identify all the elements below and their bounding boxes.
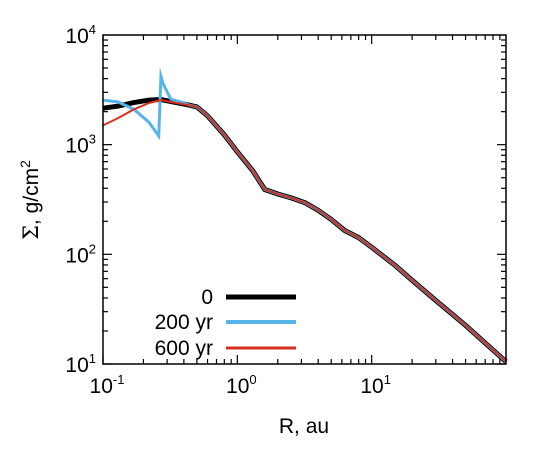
x-axis-label: R, au [279, 415, 329, 438]
y-tick-label: 101 [65, 351, 96, 377]
plot-frame [102, 34, 507, 365]
x-tick-label: 100 [226, 372, 257, 398]
series-layer [102, 66, 508, 364]
x-tick-label: 10-1 [90, 372, 125, 398]
tick-label-exponent: 1 [89, 351, 96, 366]
tick-label-exponent: 1 [384, 372, 391, 387]
tick-label-base: 10 [65, 244, 88, 267]
y-axis-sup: 2 [17, 160, 33, 168]
y-tick-label: 104 [65, 22, 96, 48]
y-tick-label: 102 [65, 241, 96, 267]
tick-label-base: 10 [65, 354, 88, 377]
tick-label-base: 10 [90, 375, 113, 398]
tick-label-exponent: 0 [249, 372, 256, 387]
tick-label-exponent: 4 [89, 22, 96, 37]
legend-label: 0 [201, 286, 213, 309]
series-line-2 [102, 99, 507, 363]
tick-label-exponent: 2 [89, 241, 96, 256]
x-tick-label: 101 [360, 372, 391, 398]
y-axis-label: Σ, g/cm2 [17, 160, 43, 240]
tick-label-exponent: -1 [113, 372, 125, 387]
legend-label: 200 yr [155, 311, 213, 334]
y-axis-symbol: Σ [19, 225, 43, 240]
legend-label: 600 yr [155, 337, 213, 360]
tick-label-base: 10 [360, 375, 383, 398]
tick-label-exponent: 3 [89, 132, 96, 147]
tick-label-base: 10 [65, 135, 88, 158]
y-tick-label: 103 [65, 132, 96, 158]
tick-label-base: 10 [226, 375, 249, 398]
y-axis-text: , g/cm [20, 168, 43, 225]
tick-label-base: 10 [65, 25, 88, 48]
